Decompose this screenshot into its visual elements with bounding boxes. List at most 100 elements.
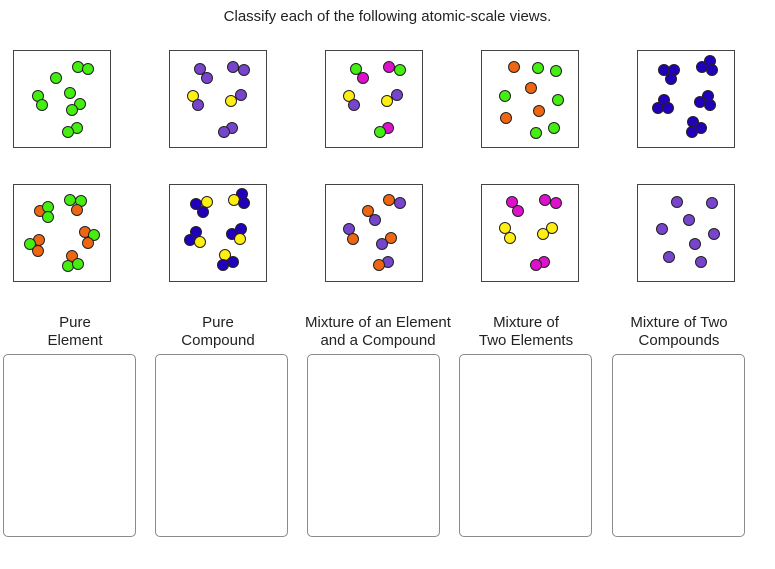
bin-label-text: Mixture of an Element and a Compound	[305, 314, 451, 349]
yellow-atom-icon	[187, 90, 199, 102]
orange-atom-icon	[82, 237, 94, 249]
blue-atom-icon	[694, 96, 706, 108]
yellow-atom-icon	[504, 232, 516, 244]
green-atom-icon	[64, 87, 76, 99]
bin-label-mixture-two-elements: Mixture of Two Elements	[456, 314, 596, 350]
blue-atom-icon	[665, 73, 677, 85]
green-atom-icon	[62, 260, 74, 272]
orange-atom-icon	[373, 259, 385, 271]
purple-atom-icon	[227, 61, 239, 73]
atomic-view-tile-10[interactable]	[637, 184, 735, 282]
atomic-view-canvas	[184, 188, 250, 271]
orange-atom-icon	[71, 204, 83, 216]
green-atom-icon	[552, 94, 564, 106]
green-atom-icon	[42, 201, 54, 213]
yellow-atom-icon	[537, 228, 549, 240]
atomic-view-tile-4[interactable]	[481, 50, 579, 148]
purple-atom-icon	[192, 99, 204, 111]
bin-label-text: Pure Compound	[181, 314, 255, 349]
atomic-view-canvas	[343, 194, 406, 271]
blue-atom-icon	[704, 99, 716, 111]
green-atom-icon	[72, 258, 84, 270]
atomic-view-tile-6[interactable]	[13, 184, 111, 282]
atomic-view-tile-1[interactable]	[13, 50, 111, 148]
blue-atom-icon	[686, 126, 698, 138]
orange-atom-icon	[66, 250, 78, 262]
atomic-view-tile-9[interactable]	[481, 184, 579, 282]
bin-label-mixture-element-compound: Mixture of an Element and a Compound	[293, 314, 463, 350]
yellow-atom-icon	[194, 236, 206, 248]
magenta-atom-icon	[383, 61, 395, 73]
atomic-view-tile-3[interactable]	[325, 50, 423, 148]
drop-bin-mixture-two-elements[interactable]	[459, 354, 592, 537]
green-atom-icon	[42, 211, 54, 223]
green-atom-icon	[394, 64, 406, 76]
blue-atom-icon	[184, 234, 196, 246]
atomic-view-canvas	[24, 194, 100, 272]
blue-atom-icon	[658, 64, 670, 76]
green-atom-icon	[72, 61, 84, 73]
bin-label-text: Mixture of Two Compounds	[630, 314, 728, 349]
green-atom-icon	[36, 99, 48, 111]
bin-label-text: Pure Element	[47, 314, 103, 349]
orange-atom-icon	[385, 232, 397, 244]
green-atom-icon	[530, 127, 542, 139]
green-atom-icon	[548, 122, 560, 134]
atomic-view-tile-8[interactable]	[325, 184, 423, 282]
atomic-view-tile-7[interactable]	[169, 184, 267, 282]
yellow-atom-icon	[225, 95, 237, 107]
drop-bin-pure-compound[interactable]	[155, 354, 288, 537]
blue-atom-icon	[235, 223, 247, 235]
purple-atom-icon	[194, 63, 206, 75]
purple-atom-icon	[689, 238, 701, 250]
orange-atom-icon	[32, 245, 44, 257]
purple-atom-icon	[671, 196, 683, 208]
drop-bin-mixture-element-compound[interactable]	[307, 354, 440, 537]
orange-atom-icon	[500, 112, 512, 124]
green-atom-icon	[82, 63, 94, 75]
green-atom-icon	[50, 72, 62, 84]
purple-atom-icon	[343, 223, 355, 235]
orange-atom-icon	[362, 205, 374, 217]
bin-label-text: Mixture of Two Elements	[478, 314, 574, 349]
yellow-atom-icon	[381, 95, 393, 107]
purple-atom-icon	[376, 238, 388, 250]
atomic-view-canvas	[652, 55, 718, 138]
green-atom-icon	[532, 62, 544, 74]
atomic-view-tile-2[interactable]	[169, 50, 267, 148]
drop-bin-mixture-two-compounds[interactable]	[612, 354, 745, 537]
yellow-atom-icon	[546, 222, 558, 234]
green-atom-icon	[74, 98, 86, 110]
green-atom-icon	[499, 90, 511, 102]
orange-atom-icon	[525, 82, 537, 94]
purple-atom-icon	[391, 89, 403, 101]
green-atom-icon	[62, 126, 74, 138]
purple-atom-icon	[201, 72, 213, 84]
purple-atom-icon	[708, 228, 720, 240]
orange-atom-icon	[347, 233, 359, 245]
magenta-atom-icon	[512, 205, 524, 217]
purple-atom-icon	[235, 89, 247, 101]
purple-atom-icon	[695, 256, 707, 268]
blue-atom-icon	[217, 259, 229, 271]
atomic-view-tile-5[interactable]	[637, 50, 735, 148]
orange-atom-icon	[508, 61, 520, 73]
green-atom-icon	[64, 194, 76, 206]
purple-atom-icon	[656, 223, 668, 235]
green-atom-icon	[350, 63, 362, 75]
purple-atom-icon	[369, 214, 381, 226]
green-atom-icon	[374, 126, 386, 138]
magenta-atom-icon	[539, 194, 551, 206]
blue-atom-icon	[227, 256, 239, 268]
purple-atom-icon	[663, 251, 675, 263]
atomic-view-canvas	[499, 194, 562, 271]
orange-atom-icon	[383, 194, 395, 206]
yellow-atom-icon	[201, 196, 213, 208]
bin-label-pure-compound: Pure Compound	[148, 314, 288, 350]
purple-atom-icon	[394, 197, 406, 209]
magenta-atom-icon	[550, 197, 562, 209]
blue-atom-icon	[190, 226, 202, 238]
magenta-atom-icon	[506, 196, 518, 208]
green-atom-icon	[24, 238, 36, 250]
drop-bin-pure-element[interactable]	[3, 354, 136, 537]
